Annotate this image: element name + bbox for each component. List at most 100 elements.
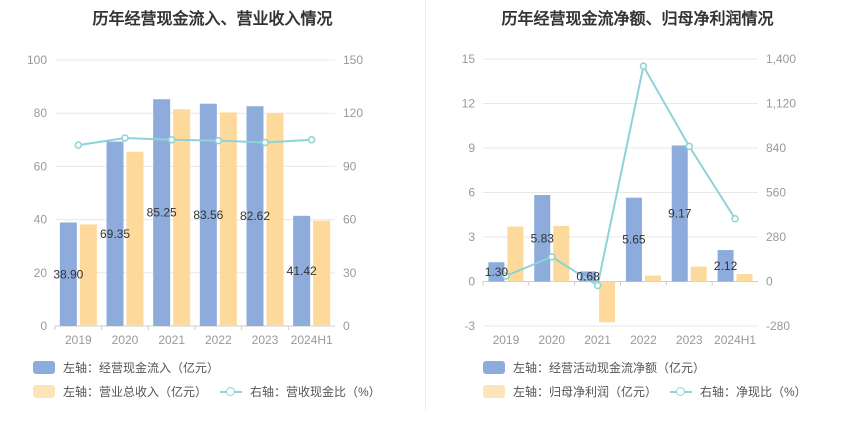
- legend-cash-inflow[interactable]: 左轴：经营现金流入（亿元）: [33, 359, 219, 376]
- x-axis-label: 2023: [676, 333, 703, 347]
- x-axis-label: 2022: [205, 333, 232, 347]
- legend-swatch-cash-inflow: [33, 361, 55, 374]
- right-axis-tick: 560: [766, 186, 786, 200]
- line-point: [307, 136, 316, 144]
- right-axis-tick: 840: [766, 141, 786, 155]
- left-axis-tick: 0: [40, 319, 47, 333]
- bar-cash-inflow: [246, 106, 264, 326]
- bar-cash-inflow: [293, 215, 311, 326]
- right-axis-tick: 120: [343, 106, 363, 120]
- left-axis-tick: 60: [34, 159, 48, 173]
- data-label: 38.90: [53, 267, 83, 281]
- bar-cash-inflow: [199, 103, 217, 326]
- left-chart-plot: 0 20 40 60 80 100 0 30 60 90 120 150 2019 2020 2021 202…: [27, 53, 363, 347]
- legend-swatch-revenue-cash-ratio: [220, 385, 242, 398]
- left-axis-tick: 6: [468, 186, 475, 200]
- x-axis-label: 2020: [538, 333, 565, 347]
- legend-swatch-revenue: [33, 385, 55, 398]
- right-axis-tick: 280: [766, 230, 786, 244]
- line-point: [548, 253, 556, 261]
- data-label: 41.42: [287, 264, 317, 278]
- bar-net-profit: [599, 281, 616, 323]
- legend-revenue-cash-ratio[interactable]: 右轴：营收现金比（%）: [220, 383, 381, 400]
- data-label: 83.56: [193, 208, 223, 222]
- line-point: [685, 142, 693, 151]
- line-point: [639, 62, 648, 70]
- line-point: [502, 272, 510, 280]
- bar-operating-cash-net: [580, 271, 597, 282]
- right-chart-panel: 历年经营现金流净额、归母净利润情况 -3 0 3 6 9 12 15 -280 0 280 560 8…: [425, 0, 850, 437]
- line-point: [121, 134, 129, 142]
- line-point: [593, 281, 602, 290]
- left-axis-tick: 3: [468, 230, 475, 244]
- bar-net-profit: [644, 275, 661, 282]
- right-axis-tick: 30: [343, 266, 357, 280]
- bar-revenue: [266, 112, 284, 327]
- data-label: 5.65: [622, 233, 646, 247]
- right-chart-plot: -3 0 3 6 9 12 15 -280 0 280 560 840 1,120 1,400 2019 20…: [462, 52, 797, 347]
- legend-swatch-operating-cash-net: [483, 361, 505, 374]
- x-axis-label: 2022: [630, 333, 657, 347]
- data-label: 69.35: [100, 227, 130, 241]
- bar-operating-cash-net: [625, 197, 642, 282]
- bar-net-profit: [690, 266, 707, 282]
- data-label: 2.12: [714, 259, 738, 273]
- x-axis-label: 2020: [112, 333, 139, 347]
- bar-cash-inflow: [59, 222, 77, 326]
- legend-swatch-net-profit: [483, 385, 505, 398]
- right-axis-tick: 1,400: [766, 52, 796, 66]
- legend-label-net-cash-ratio: 右轴：净现比（%）: [700, 385, 807, 399]
- data-label: 85.25: [147, 206, 177, 220]
- line-point: [214, 136, 223, 145]
- right-axis-tick: 60: [343, 213, 357, 227]
- right-axis-tick: -280: [766, 319, 790, 333]
- line-revenue-cash-ratio: [78, 137, 312, 147]
- bar-operating-cash-net: [717, 250, 734, 282]
- bar-net-profit: [553, 225, 570, 282]
- x-axis-label: 2021: [584, 333, 611, 347]
- data-label: 1.30: [485, 265, 509, 279]
- left-chart-title: 历年经营现金流入、营业收入情况: [92, 11, 333, 28]
- left-axis-tick: 80: [34, 106, 48, 120]
- legend-label-net-profit: 左轴：归母净利润（亿元）: [513, 385, 658, 399]
- left-axis-tick: 12: [462, 97, 476, 111]
- left-axis-tick: 40: [34, 213, 48, 227]
- left-axis-tick: 9: [468, 141, 475, 155]
- legend-net-profit[interactable]: 左轴：归母净利润（亿元）: [483, 383, 657, 400]
- line-net-cash-ratio: [505, 63, 736, 288]
- x-axis-label: 2024H1: [714, 333, 756, 347]
- legend-revenue[interactable]: 左轴：营业总收入（亿元）: [33, 383, 207, 400]
- line-point: [261, 138, 269, 147]
- bar-net-profit: [507, 226, 524, 282]
- left-axis-tick: 0: [468, 275, 475, 289]
- bar-cash-inflow: [153, 99, 171, 326]
- bar-revenue: [126, 151, 144, 326]
- legend-net-cash-ratio[interactable]: 右轴：净现比（%）: [670, 383, 807, 400]
- bar-net-profit: [736, 274, 753, 282]
- x-axis-label: 2019: [65, 333, 92, 347]
- data-label: 82.62: [240, 209, 270, 223]
- right-axis-tick: 0: [766, 275, 773, 289]
- left-axis-tick: -3: [464, 319, 475, 333]
- line-point: [74, 141, 83, 149]
- line-point: [731, 214, 739, 223]
- legend-swatch-net-cash-ratio: [670, 385, 692, 398]
- legend-operating-cash-net[interactable]: 左轴：经营活动现金流净额（亿元）: [483, 359, 705, 376]
- left-axis-tick: 15: [462, 52, 476, 66]
- x-axis-label: 2021: [158, 333, 185, 347]
- x-axis-label: 2023: [252, 333, 279, 347]
- bar-revenue: [313, 220, 331, 326]
- line-point: [167, 136, 176, 144]
- bar-revenue: [173, 109, 191, 327]
- right-axis-tick: 0: [343, 319, 350, 333]
- left-axis-tick: 20: [34, 266, 48, 280]
- right-axis-tick: 90: [343, 159, 357, 173]
- bar-cash-inflow: [106, 141, 124, 326]
- left-chart-panel: 历年经营现金流入、营业收入情况 0 20 40 60 80 100 0 30 60 90 120 15…: [27, 11, 381, 400]
- legend-label-revenue-cash-ratio: 右轴：营收现金比（%）: [250, 385, 381, 399]
- panel-divider: [425, 0, 426, 410]
- legend-label-operating-cash-net: 左轴：经营活动现金流净额（亿元）: [513, 361, 706, 375]
- x-axis-label: 2024H1: [291, 333, 333, 347]
- data-label: 0.68: [576, 269, 600, 283]
- legend-label-cash-inflow: 左轴：经营现金流入（亿元）: [63, 361, 220, 375]
